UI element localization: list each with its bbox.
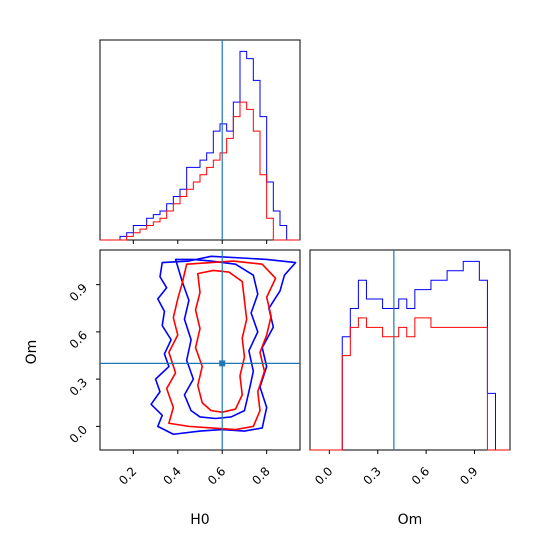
- contour-blue-2: [174, 258, 259, 420]
- hist-om-frame: [309, 249, 511, 451]
- hist-h0-panel: [100, 40, 300, 244]
- scatter-ytick-label: 0.6: [67, 328, 90, 351]
- y-axis-label-om: Om: [24, 340, 40, 365]
- hist-h0-blue-series: [100, 50, 300, 241]
- scatter-xtick-label: 0.8: [249, 464, 272, 487]
- x-axis-label-h0: H0: [190, 512, 209, 528]
- scatter-ytick-label: 0.0: [67, 423, 90, 446]
- scatter-ytick-label: 0.9: [67, 281, 90, 304]
- contour-red-1: [165, 260, 277, 431]
- hist-om-xtick-label: 0.9: [457, 464, 480, 487]
- scatter-panel: 0.2 0.4 0.6 0.8 0.0 0.3 0.6 0.9: [67, 250, 300, 488]
- hist-om-xtick-label: 0.0: [312, 464, 335, 487]
- scatter-frame: [99, 249, 301, 451]
- hist-om-xtick-label: 0.6: [409, 464, 432, 487]
- hist-h0-red-series: [100, 101, 300, 241]
- contour-red-2: [194, 269, 248, 413]
- hist-om-red-series: [310, 317, 510, 451]
- x-axis-label-om: Om: [398, 512, 423, 528]
- scatter-xtick-label: 0.2: [116, 464, 139, 487]
- hist-om-blue-series: [310, 260, 510, 451]
- scatter-xtick-label: 0.6: [205, 464, 228, 487]
- hist-h0-frame: [99, 39, 301, 241]
- scatter-contours: [150, 255, 297, 436]
- hist-om-panel: 0.0 0.3 0.6 0.9: [310, 250, 510, 488]
- hist-om-xtick-label: 0.3: [360, 464, 383, 487]
- scatter-ytick-label: 0.3: [67, 375, 90, 398]
- scatter-xtick-label: 0.4: [160, 464, 183, 487]
- truth-marker: [219, 360, 226, 367]
